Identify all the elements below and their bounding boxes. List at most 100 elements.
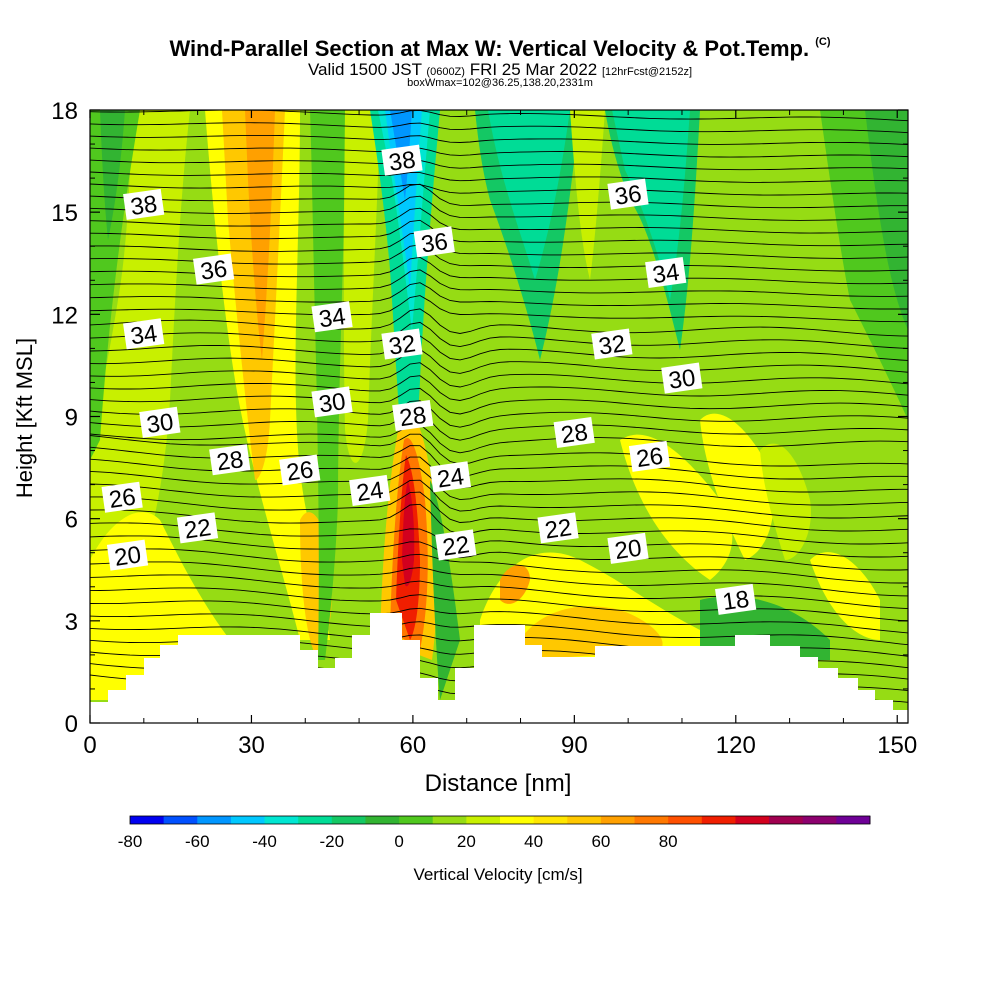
isentrope-label-box bbox=[435, 529, 477, 561]
isentrope-label-box bbox=[123, 318, 165, 350]
terrain bbox=[90, 613, 908, 723]
isentrope-label: 26 bbox=[628, 440, 671, 473]
region-weak-downdraft bbox=[90, 110, 140, 460]
isentrope-label: 32 bbox=[591, 328, 633, 361]
isentrope-label-text: 36 bbox=[419, 228, 449, 258]
colorbar-frame bbox=[129, 815, 871, 825]
isentrope-line bbox=[90, 548, 908, 584]
isentrope-label-box bbox=[715, 583, 757, 615]
colorbar-bin bbox=[634, 816, 669, 824]
isentrope-label-box bbox=[349, 474, 391, 506]
isentrope-line bbox=[90, 335, 908, 361]
isentrope-label: 22 bbox=[537, 512, 579, 545]
isentrope-label-text: 28 bbox=[559, 419, 589, 449]
x-tick-label: 90 bbox=[561, 732, 588, 759]
isentrope-label: 24 bbox=[429, 461, 472, 494]
isentrope-label-text: 20 bbox=[113, 541, 143, 571]
y-tick-label: 6 bbox=[65, 507, 78, 534]
isentrope-label: 38 bbox=[123, 188, 165, 221]
colorbar-tick-label: 60 bbox=[591, 832, 610, 851]
isentrope-line bbox=[90, 433, 908, 467]
isentrope-line bbox=[90, 561, 908, 597]
isentrope-line bbox=[90, 400, 908, 428]
colorbar-tick-label: 20 bbox=[457, 832, 476, 851]
isentrope-line bbox=[90, 468, 908, 506]
isentrope-line bbox=[90, 295, 908, 323]
isentrope-label: 26 bbox=[279, 454, 321, 487]
colorbar-bin bbox=[701, 816, 736, 824]
isentrope-label: 34 bbox=[311, 301, 353, 333]
isentrope-label-box bbox=[553, 417, 595, 449]
isentrope-label-box bbox=[645, 256, 687, 288]
isentrope-label-box bbox=[381, 144, 423, 176]
isentrope-line bbox=[90, 232, 908, 259]
isentrope-label-text: 36 bbox=[199, 255, 229, 285]
isentrope-line bbox=[90, 412, 908, 441]
colorbar-bin bbox=[769, 816, 804, 824]
isentrope-label-box bbox=[193, 253, 235, 285]
isentrope-line bbox=[90, 171, 908, 183]
isentrope-label-text: 28 bbox=[215, 446, 245, 476]
valid-prefix: Valid 1500 JST bbox=[307, 60, 422, 79]
colorbar-bin bbox=[567, 816, 602, 824]
isentrope-label-text: 24 bbox=[355, 477, 385, 507]
isentrope-label: 32 bbox=[381, 328, 423, 361]
isentrope-line bbox=[90, 147, 908, 158]
region-downdraft bbox=[100, 110, 125, 240]
region-strong-updraft bbox=[402, 480, 415, 587]
isentrope-label-text: 26 bbox=[635, 443, 665, 473]
x-tick-label: 60 bbox=[400, 732, 427, 759]
isentrope-label: 28 bbox=[392, 399, 434, 432]
isentrope-label-box bbox=[537, 512, 579, 544]
isentrope-label-box bbox=[106, 539, 149, 571]
isentrope-label-box bbox=[101, 481, 143, 513]
forecast-info: [12hrFcst@2152z] bbox=[601, 66, 693, 78]
isentrope-label: 34 bbox=[123, 318, 165, 350]
isentrope-label-box bbox=[413, 226, 455, 258]
isentrope-label-text: 18 bbox=[721, 586, 751, 616]
y-tick-label: 15 bbox=[51, 200, 78, 227]
isentrope-label: 34 bbox=[645, 256, 687, 289]
colorbar-bin bbox=[230, 816, 266, 824]
isentrope-label-text: 34 bbox=[317, 303, 347, 333]
isentrope-line bbox=[90, 269, 908, 297]
isentrope-label-box bbox=[628, 440, 671, 472]
isentrope-label-text: 34 bbox=[129, 320, 159, 350]
valid-utc: (0600Z) bbox=[426, 66, 465, 78]
region-weak-updraft bbox=[700, 413, 774, 560]
isentrope-line bbox=[90, 535, 908, 571]
isentrope-label: 22 bbox=[435, 529, 477, 562]
isentrope-line bbox=[90, 122, 908, 134]
isentrope-label-box bbox=[607, 178, 649, 210]
isentrope-label-text: 30 bbox=[317, 388, 347, 418]
isentrope-label: 20 bbox=[106, 539, 149, 572]
x-tick-label: 150 bbox=[877, 732, 917, 759]
colorbar-tick-label: -80 bbox=[118, 832, 143, 851]
isentrope-label: 22 bbox=[176, 512, 219, 545]
isentrope-line bbox=[90, 491, 908, 532]
isentrope-label-text: 36 bbox=[613, 180, 643, 210]
colorbar-bin bbox=[836, 816, 871, 824]
isentrope-label-box bbox=[176, 512, 219, 544]
colorbar-bin bbox=[466, 816, 501, 824]
x-tick-label: 30 bbox=[238, 732, 265, 759]
chart-title-text: Wind-Parallel Section at Max W: Vertical… bbox=[169, 36, 810, 61]
isentrope-line bbox=[90, 183, 908, 196]
colorbar-tick-label: 0 bbox=[394, 832, 403, 851]
isentrope-label: 30 bbox=[139, 406, 181, 439]
y-axis-label: Height [Kft MSL] bbox=[12, 338, 37, 498]
isentrope-label: 30 bbox=[661, 362, 703, 395]
colorbar-bin bbox=[399, 816, 434, 824]
y-tick-label: 3 bbox=[65, 609, 78, 636]
colorbar-bin bbox=[130, 816, 165, 824]
isentrope-label-box bbox=[661, 362, 703, 394]
isentrope-label-text: 26 bbox=[285, 456, 315, 486]
y-tick-label: 9 bbox=[65, 405, 78, 432]
colorbar-tick-label: -60 bbox=[185, 832, 210, 851]
colorbar-bin bbox=[331, 816, 366, 824]
isentrope-line bbox=[90, 282, 908, 310]
isentrope-label-box bbox=[381, 328, 423, 360]
isentrope-label-box bbox=[209, 444, 251, 476]
